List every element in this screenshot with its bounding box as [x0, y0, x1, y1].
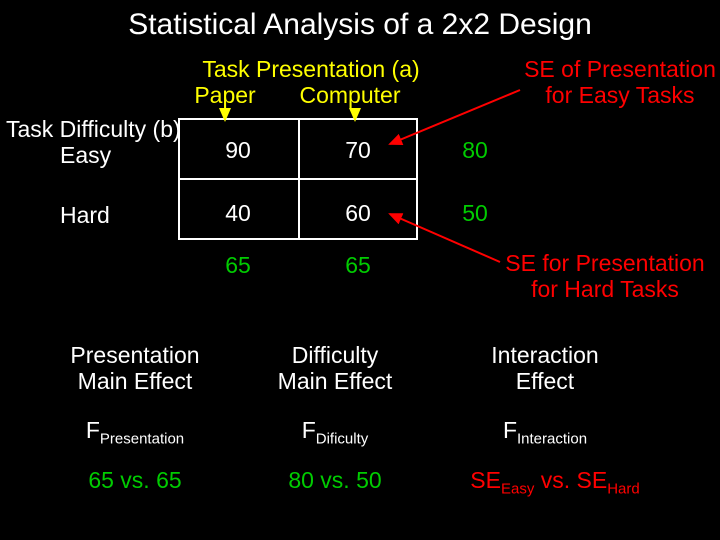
marginal-easy: 80: [445, 137, 505, 164]
f-difficulty-sub: Dificulty: [316, 431, 369, 448]
f-difficulty: FDificulty: [250, 417, 420, 448]
comp-int-mid: vs. SE: [534, 467, 607, 493]
f-interaction: FInteraction: [460, 417, 630, 448]
factor-b-label: Task Difficulty (b): [6, 116, 181, 143]
f-interaction-label: F: [503, 417, 517, 443]
effect-presentation-l1: Presentation: [50, 342, 220, 369]
cell-hard-computer: 60: [298, 200, 418, 227]
f-presentation-label: F: [86, 417, 100, 443]
content-area: Task Presentation (a) Paper Computer SE …: [0, 42, 720, 532]
f-difficulty-label: F: [302, 417, 316, 443]
f-interaction-sub: Interaction: [517, 431, 587, 448]
effect-interaction-l2: Effect: [460, 368, 630, 395]
factor-a-level-paper: Paper: [175, 82, 275, 109]
effect-difficulty-l2: Main Effect: [250, 368, 420, 395]
marginal-hard: 50: [445, 200, 505, 227]
se-hard-line2: for Hard Tasks: [495, 276, 715, 303]
se-hard-line1: SE for Presentation: [495, 250, 715, 277]
comp-difficulty: 80 vs. 50: [250, 467, 420, 494]
se-easy-line1: SE of Presentation: [520, 56, 720, 83]
page-title: Statistical Analysis of a 2x2 Design: [0, 0, 720, 42]
comp-int-s2: Hard: [607, 481, 640, 498]
comp-int-s1: Easy: [501, 481, 534, 498]
factor-b-level-easy: Easy: [60, 142, 111, 169]
factor-a-level-computer: Computer: [290, 82, 410, 109]
comp-presentation: 65 vs. 65: [50, 467, 220, 494]
f-presentation: FPresentation: [50, 417, 220, 448]
effect-interaction-l1: Interaction: [460, 342, 630, 369]
factor-a-label: Task Presentation (a): [186, 56, 436, 83]
marginal-computer: 65: [298, 252, 418, 279]
effect-presentation-l2: Main Effect: [50, 368, 220, 395]
marginal-paper: 65: [178, 252, 298, 279]
factor-b-level-hard: Hard: [60, 202, 110, 229]
f-presentation-sub: Presentation: [100, 431, 184, 448]
cell-easy-paper: 90: [178, 137, 298, 164]
se-easy-line2: for Easy Tasks: [520, 82, 720, 109]
cell-easy-computer: 70: [298, 137, 418, 164]
comp-interaction: SEEasy vs. SEHard: [440, 467, 670, 498]
effect-difficulty-l1: Difficulty: [250, 342, 420, 369]
comp-int-p1: SE: [470, 467, 501, 493]
cell-hard-paper: 40: [178, 200, 298, 227]
